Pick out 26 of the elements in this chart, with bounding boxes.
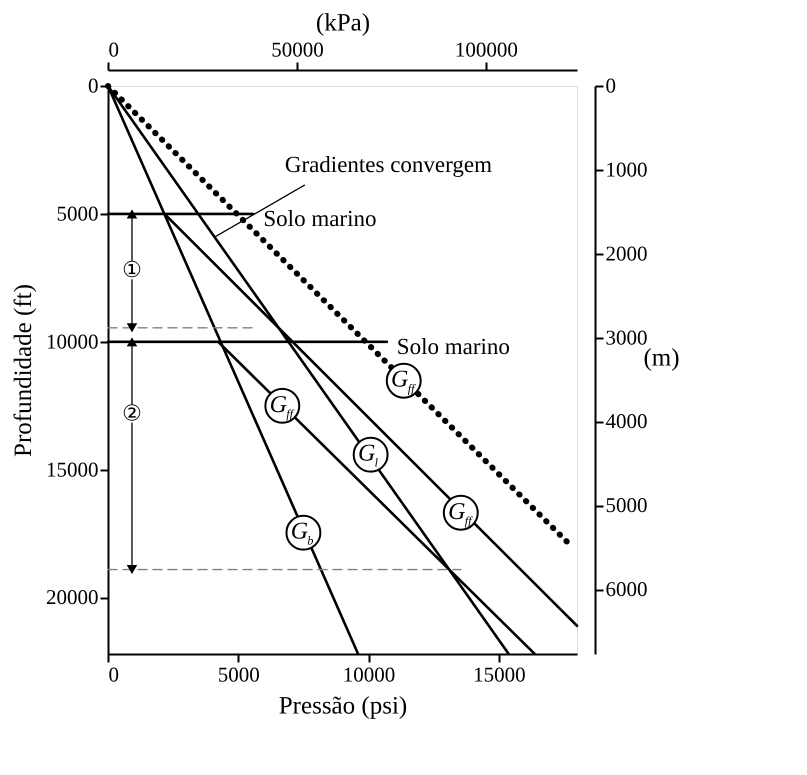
y-tick-label: 15000 xyxy=(46,457,98,482)
x-axis-title: Pressão (psi) xyxy=(278,692,408,720)
y2-tick-label: 6000 xyxy=(606,577,648,602)
annotation: Gradientes convergem xyxy=(284,152,492,177)
annotation: ① xyxy=(122,258,142,284)
x-tick-label: 10000 xyxy=(342,662,396,686)
y2-tick-label: 4000 xyxy=(606,409,648,434)
y-axis-title: Profundidade (ft) xyxy=(10,284,37,457)
y-tick-label: 0 xyxy=(88,74,98,98)
x2-tick-label: 100000 xyxy=(454,38,518,62)
y2-tick-label: 0 xyxy=(606,74,616,98)
y-tick-label: 20000 xyxy=(46,585,98,610)
x-tick-label: 5000 xyxy=(218,662,260,686)
y2-tick-label: 2000 xyxy=(606,241,648,266)
y-tick-label: 10000 xyxy=(46,329,98,354)
y-tick-label: 5000 xyxy=(56,201,98,226)
x2-tick-label: 50000 xyxy=(271,38,324,62)
x2-axis-title: (kPa) xyxy=(316,10,370,36)
annotation: ② xyxy=(122,401,142,426)
y2-tick-label: 5000 xyxy=(606,493,648,518)
annotation: Solo marino xyxy=(396,334,510,359)
x-tick-label: 0 xyxy=(108,662,119,686)
y2-tick-label: 1000 xyxy=(606,157,648,182)
annotation: Solo marino xyxy=(263,206,376,231)
x-tick-label: 15000 xyxy=(473,662,526,686)
x2-tick-label: 0 xyxy=(108,38,119,62)
